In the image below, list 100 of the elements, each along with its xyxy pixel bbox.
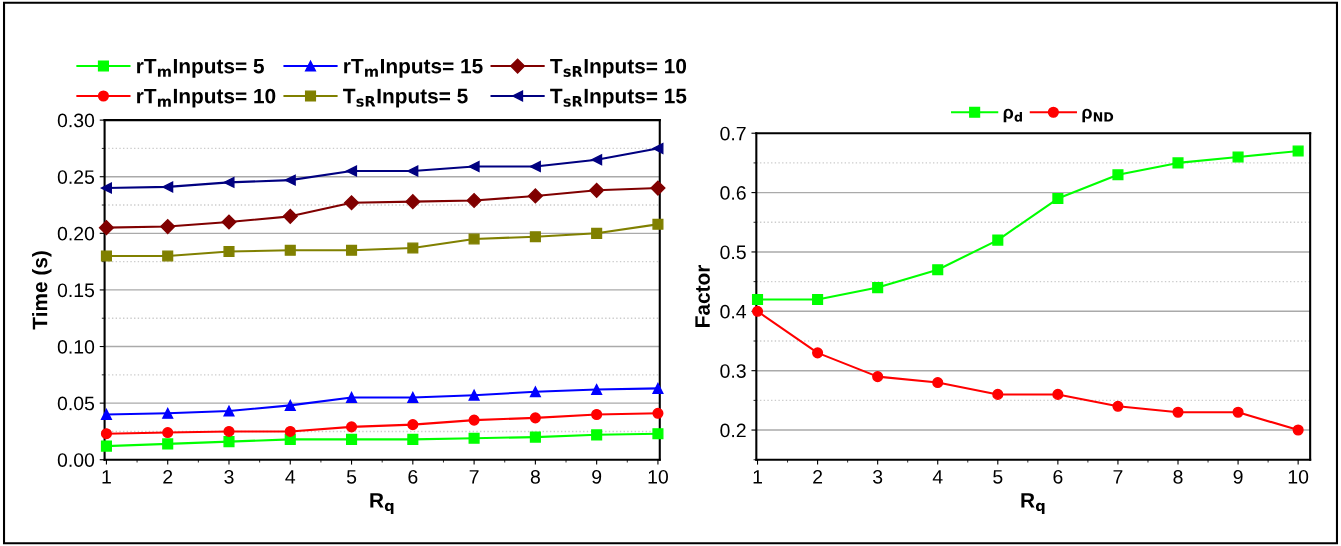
x-tick-label: 3 xyxy=(873,469,883,484)
legend-label: ρ$_{d}$ xyxy=(1003,108,1022,123)
point xyxy=(284,425,296,437)
x-tick-label: 1 xyxy=(102,470,111,484)
point xyxy=(100,440,112,452)
point xyxy=(100,250,112,262)
x-tick-label: 2 xyxy=(813,469,823,484)
point xyxy=(652,218,664,230)
point xyxy=(529,231,541,243)
x-tick-label: 9 xyxy=(592,469,602,484)
point xyxy=(100,428,112,440)
x-tick-label: 4 xyxy=(932,470,943,484)
point xyxy=(100,408,112,421)
point xyxy=(345,391,358,404)
point xyxy=(345,433,358,445)
point xyxy=(223,245,235,257)
point xyxy=(223,176,235,188)
y-tick-label: 0.2 xyxy=(720,423,746,438)
legend-label: rT$_{m}$Inputs= 15 xyxy=(344,58,483,78)
point xyxy=(284,399,296,411)
x-tick-label: 7 xyxy=(469,470,479,484)
y-tick-label: 0.6 xyxy=(720,186,746,200)
point xyxy=(162,181,174,193)
point xyxy=(529,386,541,398)
legend-label: rT$_{m}$Inputs= 5 xyxy=(137,58,264,78)
point xyxy=(407,391,419,404)
point xyxy=(1292,145,1304,157)
point xyxy=(345,244,358,256)
y-axis-title: Time (s) xyxy=(32,251,52,330)
legend-label: T$_{sR}$Inputs= 5 xyxy=(343,88,468,108)
point xyxy=(932,264,944,276)
point xyxy=(343,195,360,211)
x-tick-label: 5 xyxy=(993,470,1003,484)
point xyxy=(407,242,419,254)
legend-label: T$_{sR}$Inputs= 10 xyxy=(550,58,687,78)
y-tick-label: 0.20 xyxy=(57,226,95,241)
point xyxy=(98,220,115,236)
point xyxy=(812,293,824,306)
y-tick-label: 0.30 xyxy=(57,113,95,128)
point xyxy=(751,293,764,306)
point xyxy=(345,165,358,177)
point xyxy=(932,377,944,389)
point xyxy=(992,388,1004,400)
point xyxy=(872,371,884,383)
x-tick-label: 7 xyxy=(1113,470,1123,484)
point xyxy=(591,408,603,421)
point xyxy=(1232,406,1244,418)
point xyxy=(992,234,1004,246)
point xyxy=(1172,157,1184,169)
point xyxy=(591,383,603,396)
point xyxy=(100,182,112,194)
point xyxy=(160,218,176,235)
point xyxy=(162,407,174,419)
legend-label: ρ$_{ND}$ xyxy=(1082,108,1114,123)
y-tick-label: 0.25 xyxy=(57,170,95,184)
point xyxy=(591,154,603,166)
point xyxy=(1292,424,1304,436)
point xyxy=(284,174,296,186)
point xyxy=(223,436,235,448)
point xyxy=(223,405,235,417)
point xyxy=(282,208,298,224)
point xyxy=(652,407,664,419)
point xyxy=(162,438,174,450)
point xyxy=(591,227,603,239)
point xyxy=(589,182,605,198)
point xyxy=(1112,400,1124,412)
legend-label: rT$_{m}$Inputs= 10 xyxy=(137,88,276,108)
point xyxy=(529,431,541,443)
x-tick-label: 5 xyxy=(346,470,357,484)
y-tick-label: 0.00 xyxy=(57,453,95,467)
point xyxy=(468,160,480,173)
x-tick-label: 1 xyxy=(753,470,762,484)
y-axis-title: Factor xyxy=(695,264,710,327)
legend-label: T$_{sR}$Inputs= 15 xyxy=(550,88,687,108)
point xyxy=(1232,151,1244,163)
point xyxy=(872,282,884,294)
point xyxy=(650,180,666,196)
x-tick-label: 6 xyxy=(1053,469,1063,484)
point xyxy=(468,389,480,401)
point xyxy=(1052,192,1064,205)
x-tick-label: 4 xyxy=(285,470,296,484)
y-tick-label: 0.4 xyxy=(720,304,747,319)
x-tick-label: 8 xyxy=(1173,469,1183,484)
point xyxy=(529,412,541,424)
x-tick-label: 6 xyxy=(408,469,418,484)
point xyxy=(468,432,480,444)
point xyxy=(221,214,237,230)
point xyxy=(162,427,174,439)
point xyxy=(407,165,419,177)
point xyxy=(468,414,480,426)
y-tick-label: 0.15 xyxy=(57,283,95,298)
point xyxy=(529,160,541,173)
y-tick-label: 0.10 xyxy=(57,340,95,354)
point xyxy=(468,233,480,245)
point xyxy=(527,188,543,204)
point xyxy=(591,429,603,441)
point xyxy=(1172,406,1184,418)
x-tick-label: 10 xyxy=(648,469,668,484)
x-axis-title: R$_{q}$ xyxy=(1021,493,1045,514)
point xyxy=(1112,169,1124,181)
